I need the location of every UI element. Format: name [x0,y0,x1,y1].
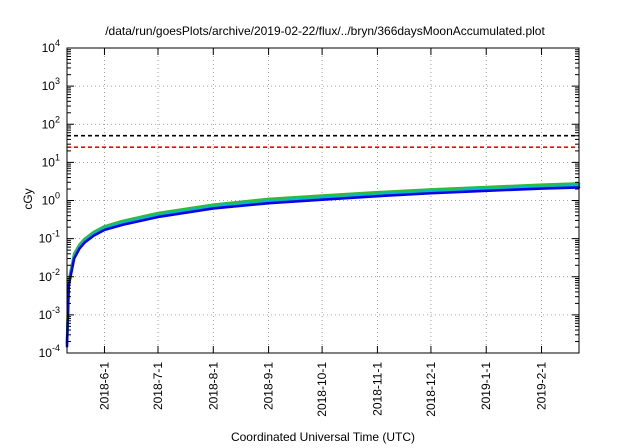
chart-title: /data/run/goesPlots/archive/2019-02-22/f… [105,24,545,38]
x-axis-ticks: 2018-6-1 2018-7-1 2018-8-1 2018-9-1 2018-10-… [97,48,549,417]
y-tick-label: 10-3 [39,305,60,322]
x-axis-label: Coordinated Universal Time (UTC) [231,430,415,444]
x-tick-label: 2019-1-1 [479,362,493,410]
y-tick-label: 10-4 [39,343,60,360]
x-tick-label: 2019-2-1 [535,362,549,410]
series-line [65,184,581,345]
series-line [65,186,581,348]
y-axis-ticks: 10-4 10-3 10-2 10-1 100 101 102 103 104 [39,38,579,360]
x-tick-label: 2018-9-1 [262,362,276,410]
y-tick-label: 100 [42,191,60,208]
x-tick-label: 2018-8-1 [206,362,220,410]
y-tick-label: 101 [42,152,60,169]
x-tick-label: 2018-11-1 [370,362,384,416]
x-tick-label: 2018-7-1 [151,362,165,410]
x-tick-label: 2018-10-1 [315,362,329,417]
threshold-lines [67,134,579,149]
y-tick-label: 102 [42,114,60,131]
series-line [65,182,581,343]
y-tick-label: 10-2 [39,267,60,284]
y-tick-label: 103 [42,76,60,93]
y-axis-label: cGy [21,188,35,209]
data-series [65,182,581,348]
y-tick-label: 104 [42,38,60,55]
x-tick-label: 2018-6-1 [97,362,111,410]
x-tick-label: 2018-12-1 [424,362,438,417]
y-tick-label: 10-1 [39,229,60,246]
